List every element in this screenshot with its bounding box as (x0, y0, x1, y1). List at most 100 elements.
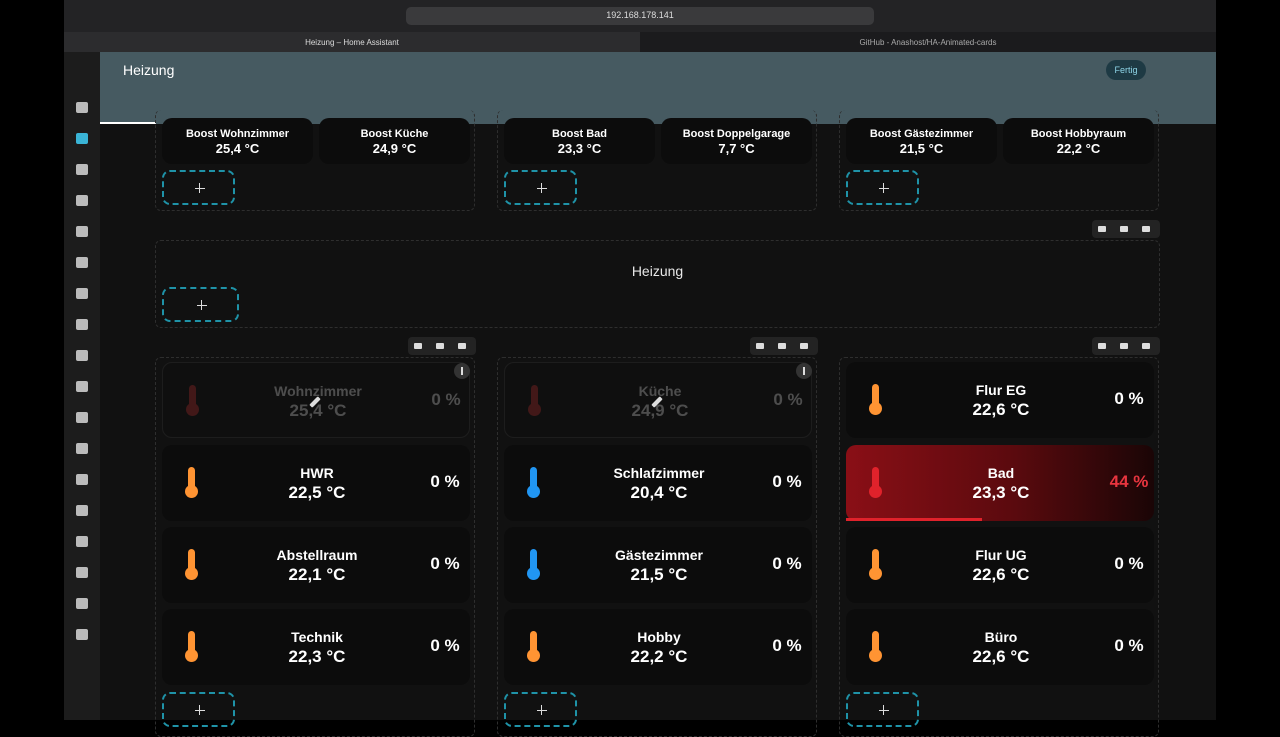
boost-temperature: 21,5 °C (899, 141, 944, 156)
section-toolbar (1092, 220, 1160, 238)
thermometer-stem (872, 631, 879, 655)
room-name: Schlafzimmer (613, 465, 705, 481)
page: 192.168.178.141 Heizung – Home Assistant… (64, 0, 1216, 737)
nav-icon[interactable] (76, 474, 88, 485)
nav-icon[interactable] (76, 257, 88, 268)
nav-icon[interactable] (76, 629, 88, 640)
thermometer-bulb (528, 403, 541, 416)
room-name: Büro (984, 629, 1018, 645)
boost-card[interactable]: Boost Doppelgarage 7,7 °C (661, 118, 812, 164)
section-toolbar (408, 337, 476, 355)
nav-icon[interactable] (76, 319, 88, 330)
card-menu[interactable] (796, 363, 812, 379)
tool-icon[interactable] (1120, 226, 1128, 232)
thermostat-card[interactable]: Bad 23,3 °C 44 % (846, 445, 1154, 521)
tool-icon[interactable] (778, 343, 786, 349)
boost-name: Boost Hobbyraum (1030, 128, 1127, 140)
active-tab-indicator (100, 122, 156, 124)
browser-toolbar: 192.168.178.141 (64, 0, 1216, 32)
nav-icon[interactable] (76, 412, 88, 423)
thermostat-card[interactable]: Technik 22,3 °C 0 % (162, 609, 470, 685)
thermostat-card[interactable]: Gästezimmer 21,5 °C 0 % (504, 527, 812, 603)
nav-icon[interactable] (76, 164, 88, 175)
boost-card[interactable]: Boost Küche 24,9 °C (319, 118, 470, 164)
tool-icon[interactable] (458, 343, 466, 349)
room-name: Küche (638, 383, 682, 399)
boost-temperature: 25,4 °C (215, 141, 260, 156)
room-temperature: 21,5 °C (630, 565, 688, 584)
tool-icon[interactable] (414, 343, 422, 349)
thermostat-card[interactable]: Wohnzimmer 25,4 °C 0 % (162, 362, 470, 438)
heating-level: 0 % (430, 554, 460, 573)
room-name: Wohnzimmer (274, 383, 362, 399)
thermostat-card[interactable]: Flur UG 22,6 °C 0 % (846, 527, 1154, 603)
done-button[interactable]: Fertig (1106, 60, 1146, 80)
add-card-button[interactable] (162, 287, 239, 322)
nav-icon[interactable] (76, 598, 88, 609)
nav-icon[interactable] (76, 195, 88, 206)
room-name: Hobby (637, 629, 681, 645)
nav-icon[interactable] (76, 505, 88, 516)
section-toolbar (750, 337, 818, 355)
heating-level: 44 % (1109, 472, 1149, 491)
thermometer-stem (872, 467, 879, 491)
ha-header: Heizung Fertig (64, 52, 1216, 124)
heating-level: 0 % (773, 390, 803, 409)
thermostat-card[interactable]: Küche 24,9 °C 0 % (504, 362, 812, 438)
tool-icon[interactable] (800, 343, 808, 349)
thermostat-card[interactable]: Hobby 22,2 °C 0 % (504, 609, 812, 685)
boost-name: Boost Gästezimmer (869, 128, 974, 140)
thermostat-card[interactable]: HWR 22,5 °C 0 % (162, 445, 470, 521)
heating-progress (846, 518, 982, 521)
screen: 192.168.178.141 Heizung – Home Assistant… (64, 0, 1216, 737)
heating-level: 0 % (430, 472, 460, 491)
add-card-button[interactable] (846, 170, 919, 205)
card-menu[interactable] (454, 363, 470, 379)
add-card-button[interactable] (504, 692, 577, 727)
thermometer-stem (188, 467, 195, 491)
tab[interactable]: GitHub - Anashost/HA-Animated-cards (640, 32, 1216, 52)
nav-icon[interactable] (76, 443, 88, 454)
tool-icon[interactable] (1098, 226, 1106, 232)
thermostat-card[interactable]: Schlafzimmer 20,4 °C 0 % (504, 445, 812, 521)
tool-icon[interactable] (1098, 343, 1106, 349)
tool-icon[interactable] (1142, 226, 1150, 232)
thermometer-stem (872, 549, 879, 573)
thermostat-card[interactable]: Flur EG 22,6 °C 0 % (846, 362, 1154, 438)
thermostat-card[interactable]: Abstellraum 22,1 °C 0 % (162, 527, 470, 603)
room-temperature: 22,3 °C (288, 647, 346, 666)
address-bar[interactable]: 192.168.178.141 (406, 7, 874, 25)
section-toolbar (1092, 337, 1160, 355)
heating-level: 0 % (772, 636, 802, 655)
tool-icon[interactable] (756, 343, 764, 349)
nav-icon[interactable] (76, 350, 88, 361)
nav-icon[interactable] (76, 133, 88, 144)
nav-icon[interactable] (76, 288, 88, 299)
nav-icon[interactable] (76, 567, 88, 578)
add-card-button[interactable] (504, 170, 577, 205)
tab[interactable]: Heizung – Home Assistant (64, 32, 640, 52)
tool-icon[interactable] (436, 343, 444, 349)
add-card-button[interactable] (162, 170, 235, 205)
thermometer-stem (188, 631, 195, 655)
nav-icon[interactable] (76, 226, 88, 237)
boost-card[interactable]: Boost Gästezimmer 21,5 °C (846, 118, 997, 164)
tab-title: Heizung – Home Assistant (305, 38, 399, 47)
tool-icon[interactable] (1142, 343, 1150, 349)
heating-level: 0 % (431, 390, 461, 409)
boost-card[interactable]: Boost Hobbyraum 22,2 °C (1003, 118, 1154, 164)
nav-icon[interactable] (76, 102, 88, 113)
room-temperature: 24,9 °C (631, 401, 689, 420)
boost-card[interactable]: Boost Wohnzimmer 25,4 °C (162, 118, 313, 164)
boost-card[interactable]: Boost Bad 23,3 °C (504, 118, 655, 164)
tool-icon[interactable] (1120, 343, 1128, 349)
nav-icon[interactable] (76, 536, 88, 547)
thermometer-stem (530, 467, 537, 491)
boost-name: Boost Küche (360, 128, 429, 140)
room-temperature: 22,1 °C (288, 565, 346, 584)
nav-icon[interactable] (76, 381, 88, 392)
add-card-button[interactable] (162, 692, 235, 727)
add-card-button[interactable] (846, 692, 919, 727)
heating-level: 0 % (1114, 389, 1144, 408)
thermostat-card[interactable]: Büro 22,6 °C 0 % (846, 609, 1154, 685)
